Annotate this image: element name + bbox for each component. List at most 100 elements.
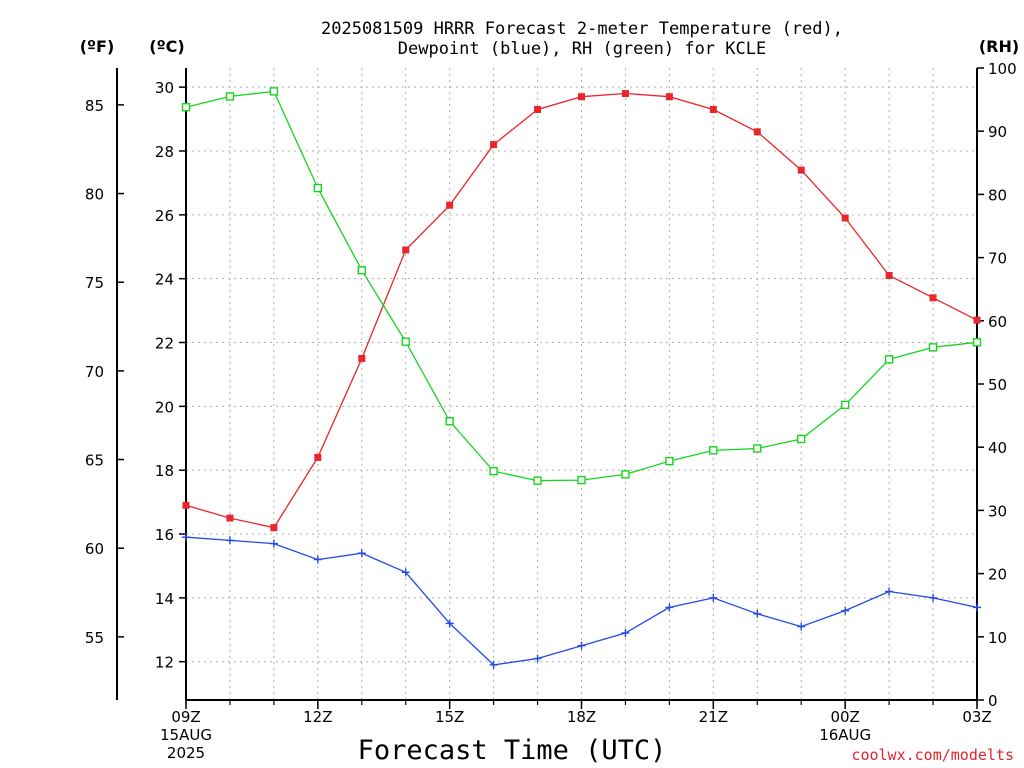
rh-tick-label: 90 [988,123,1007,141]
temperature-point [621,90,629,98]
rh-point [489,467,498,476]
time-tick-label: 15Z [435,708,464,726]
unit-celsius: (ºC) [149,37,184,56]
celsius-tick-label: 16 [155,526,174,544]
rh-point [401,337,410,346]
temperature-point [973,316,981,324]
axis-ticks: 12 14 16 18 20 22 24 26 28 30 55 60 65 70 75 80 85 0 10 20 3… [85,60,1017,762]
rh-tick-label: 10 [988,629,1007,647]
dewpoint-point [357,549,366,558]
unit-rh: (RH) [979,37,1019,56]
celsius-tick-label: 28 [155,143,174,161]
time-tick-label: 00Z [830,708,859,726]
temperature-point [490,141,498,149]
rh-point [797,434,806,444]
rh-point [181,102,191,112]
temperature-point [578,93,585,101]
time-tick-label: 2025 [167,744,205,762]
dewpoint-point [665,603,674,612]
time-tick-label: 18Z [567,708,596,726]
dewpoint-point [885,587,894,596]
celsius-tick-label: 22 [155,335,174,353]
unit-fahrenheit: (ºF) [80,37,115,56]
temperature-point [534,105,542,113]
rh-point [445,417,454,426]
chart-title-line-2: Dewpoint (blue), RH (green) for KCLE [398,39,766,59]
celsius-tick-label: 12 [155,654,174,672]
temperature-point [885,271,893,279]
celsius-tick-label: 20 [155,398,174,416]
temperature-point [665,93,673,101]
dewpoint-point [753,609,762,618]
rh-point [884,355,894,364]
temperature-point [709,105,717,113]
dewpoint-point [182,533,190,542]
rh-point [709,446,718,455]
chart-title-line-1: 2025081509 HRRR Forecast 2-meter Tempera… [321,19,843,39]
temperature-point [929,294,937,302]
fahrenheit-tick-label: 70 [85,363,104,381]
rh-point [533,476,542,485]
dewpoint-point [269,539,278,548]
rh-tick-label: 20 [988,566,1007,584]
dewpoint-point [797,622,806,631]
fahrenheit-tick-label: 75 [85,274,104,292]
rh-point [313,183,323,193]
rh-point [665,456,674,466]
temperature-point [314,453,322,461]
x-axis-label: Forecast Time (UTC) [358,735,667,766]
rh-tick-label: 30 [988,502,1007,520]
temperature-point [182,501,190,509]
rh-tick-label: 40 [988,439,1007,457]
rh-point [225,92,235,101]
dewpoint-point [533,654,542,663]
rh-tick-label: 50 [988,376,1007,394]
fahrenheit-tick-label: 80 [85,186,104,204]
celsius-tick-label: 26 [155,207,174,225]
temperature-point [841,214,849,222]
rh-tick-label: 100 [988,60,1017,78]
temperature-point [402,246,410,254]
fahrenheit-tick-label: 85 [85,97,104,115]
rh-point [840,400,850,410]
temperature-point [446,201,454,209]
temperature-point [226,514,234,522]
temperature-point [797,166,805,174]
rh-point [972,338,982,347]
celsius-tick-label: 14 [155,590,174,608]
rh-point [577,475,586,485]
rh-point [753,444,762,453]
celsius-tick-label: 30 [155,79,174,97]
dewpoint-point [401,568,410,577]
rh-point [357,266,366,275]
rh-point [269,87,279,96]
dewpoint-point [621,628,630,637]
dewpoint-point [929,593,938,602]
dewpoint-point [709,593,718,602]
rh-point [928,343,938,352]
time-tick-label: 16AUG [819,726,871,744]
dewpoint-point [577,641,586,650]
dewpoint-point [445,619,454,628]
time-tick-label: 09Z [171,708,200,726]
dewpoint-point [313,555,322,564]
rh-tick-label: 0 [988,692,998,710]
dewpoint-point [841,606,850,615]
celsius-tick-label: 18 [155,462,174,480]
credit-text: coolwx.com/modelts [851,746,1014,764]
time-tick-label: 21Z [699,708,728,726]
celsius-tick-label: 24 [155,271,174,289]
plot-axes [116,68,978,701]
temperature-point [358,354,366,362]
dewpoint-point [973,603,981,612]
fahrenheit-tick-label: 60 [85,540,104,558]
time-tick-label: 03Z [962,708,991,726]
rh-tick-label: 60 [988,313,1007,331]
time-tick-label: 12Z [303,708,332,726]
rh-tick-label: 80 [988,186,1007,204]
time-tick-label: 15AUG [160,726,212,744]
temperature-point [270,524,278,532]
dewpoint-point [225,536,234,545]
data-series [181,87,982,669]
